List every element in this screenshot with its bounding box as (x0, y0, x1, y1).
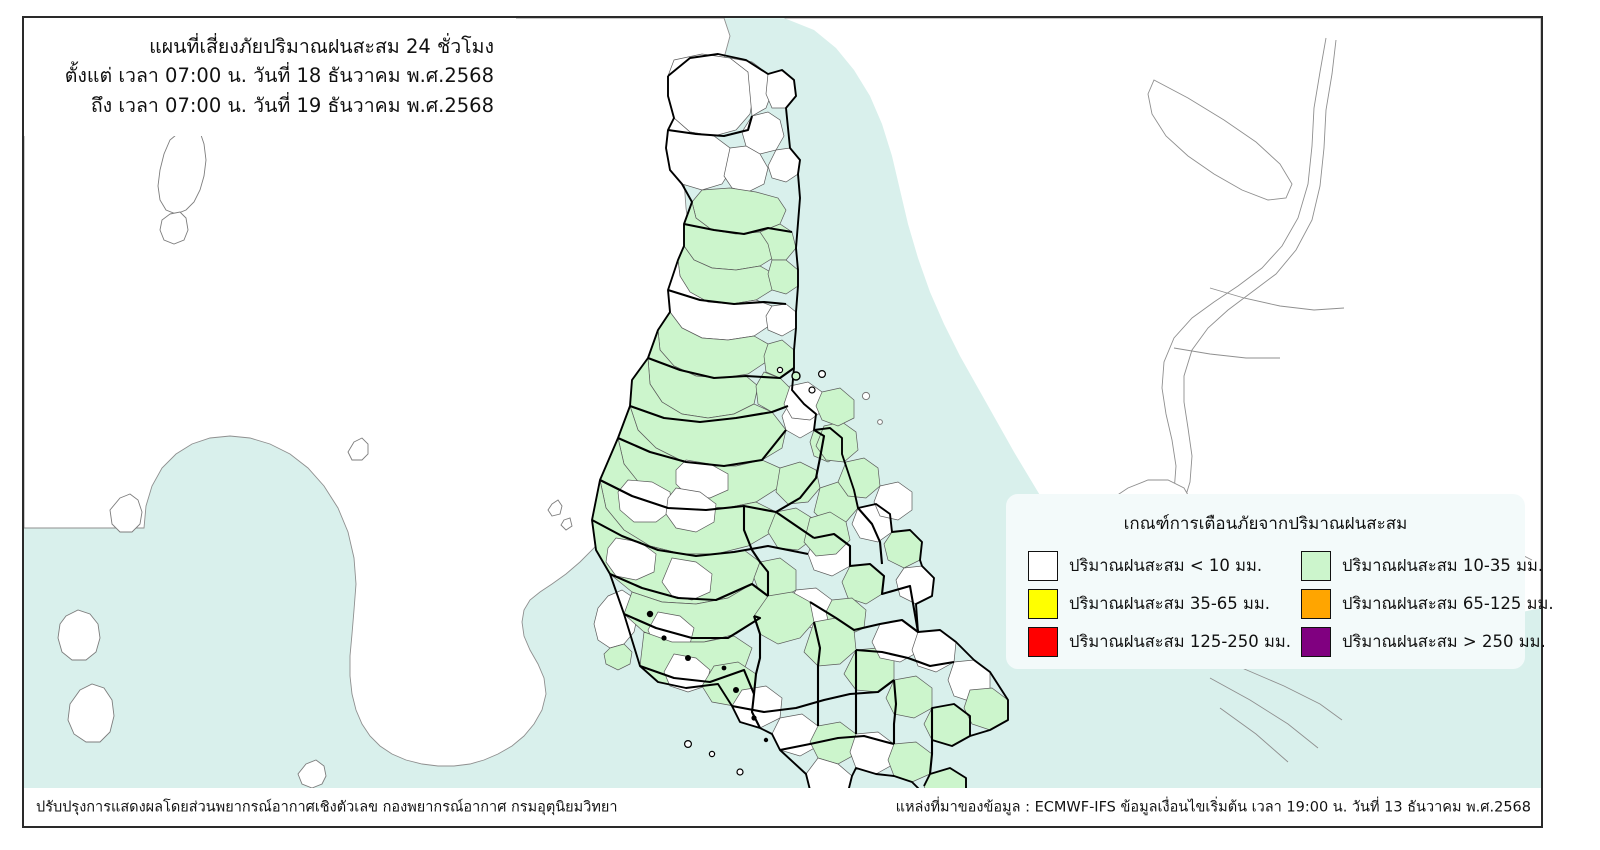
map-figure-frame: แผนที่เสี่ยงภัยปริมาณฝนสะสม 24 ชั่วโมง ต… (22, 16, 1554, 828)
district-area[interactable] (675, 459, 729, 499)
legend-swatch-lt10 (1028, 551, 1058, 581)
district-area[interactable] (885, 675, 933, 719)
title-line-1: แผนที่เสี่ยงภัยปริมาณฝนสะสม 24 ชั่วโมง (149, 34, 494, 58)
legend-swatch-gt250 (1301, 627, 1332, 657)
legend-label-65-125: ปริมาณฝนสะสม 65-125 มม. (1342, 594, 1554, 613)
district-area[interactable] (815, 421, 859, 463)
legend-item-10-35[interactable]: ปริมาณฝนสะสม 10-35 มม. (1301, 547, 1554, 585)
island-dot (736, 768, 744, 776)
island-dot (763, 737, 769, 743)
legend-item-65-125[interactable]: ปริมาณฝนสะสม 65-125 มม. (1301, 585, 1554, 623)
legend-swatch-65-125 (1301, 589, 1332, 619)
district-area[interactable] (661, 557, 713, 601)
footer-credit-text: ปรับปรุงการแสดงผลโดยส่วนพยากรณ์อากาศเชิง… (36, 799, 618, 816)
legend-swatch-35-65 (1028, 589, 1058, 619)
island-dot (733, 687, 739, 693)
district-area[interactable] (887, 741, 933, 783)
legend-label-10-35: ปริมาณฝนสะสม 10-35 มม. (1342, 556, 1544, 575)
district-area[interactable] (723, 145, 769, 193)
legend-grid: ปริมาณฝนสะสม < 10 มม. ปริมาณฝนสะสม 10-35… (1022, 547, 1554, 661)
district-area[interactable] (815, 387, 855, 427)
legend-label-gt250: ปริมาณฝนสะสม > 250 มม. (1342, 632, 1546, 651)
island-dot (808, 386, 816, 394)
province-boundary-group (591, 53, 1009, 807)
district-area[interactable] (849, 731, 895, 775)
district-area[interactable] (873, 481, 913, 521)
map-canvas[interactable] (24, 18, 1541, 826)
title-line-2: ตั้งแต่ เวลา 07:00 น. วันที่ 18 ธันวาคม … (64, 64, 494, 88)
island-dot (721, 665, 727, 671)
district-area[interactable] (803, 511, 851, 557)
district-area[interactable] (837, 457, 881, 499)
legend-item-125-250[interactable]: ปริมาณฝนสะสม 125-250 มม. (1028, 623, 1291, 661)
title-line-3: ถึง เวลา 07:00 น. วันที่ 19 ธันวาคม พ.ศ.… (90, 93, 494, 117)
district-area[interactable] (603, 643, 633, 671)
legend-swatch-10-35 (1301, 551, 1332, 581)
small-islands-group (646, 366, 883, 776)
district-area[interactable] (767, 259, 799, 295)
district-area[interactable] (759, 223, 797, 261)
district-area[interactable] (765, 303, 797, 337)
legend-label-35-65: ปริมาณฝนสะสม 35-65 มม. (1069, 594, 1271, 613)
footer-source-text: แหล่งที่มาของข้อมูล : ECMWF-IFS ข้อมูลเง… (895, 799, 1531, 816)
legend-swatch-125-250 (1028, 627, 1058, 657)
footer-bar: ปรับปรุงการแสดงผลโดยส่วนพยากรณ์อากาศเชิง… (24, 788, 1541, 826)
thailand-south-rainfall-map[interactable] (24, 18, 1541, 826)
legend-label-lt10: ปริมาณฝนสะสม < 10 มม. (1069, 556, 1263, 575)
island-dot (776, 366, 784, 374)
island-dot (683, 739, 692, 748)
island-dot (751, 715, 757, 721)
island-dot (646, 610, 654, 618)
island-dot (861, 391, 871, 401)
island-dot (685, 655, 691, 661)
legend-panel: เกณฑ์การเตือนภัยจากปริมาณฝนสะสม ปริมาณฝน… (1006, 494, 1554, 669)
legend-label-125-250: ปริมาณฝนสะสม 125-250 มม. (1069, 632, 1292, 651)
legend-item-gt250[interactable]: ปริมาณฝนสะสม > 250 มม. (1301, 623, 1554, 661)
map-title-card: แผนที่เสี่ยงภัยปริมาณฝนสะสม 24 ชั่วโมง ต… (24, 18, 516, 136)
island-dot (817, 370, 826, 379)
island-dot (708, 750, 716, 758)
island-dot (791, 371, 801, 381)
legend-title: เกณฑ์การเตือนภัยจากปริมาณฝนสะสม (1123, 514, 1408, 534)
district-area[interactable] (775, 461, 821, 505)
island-dot (877, 419, 883, 425)
legend-item-lt10[interactable]: ปริมาณฝนสะสม < 10 มม. (1028, 547, 1291, 585)
legend-item-35-65[interactable]: ปริมาณฝนสะสม 35-65 มม. (1028, 585, 1291, 623)
district-area[interactable] (729, 57, 773, 117)
island-dot (661, 635, 667, 641)
